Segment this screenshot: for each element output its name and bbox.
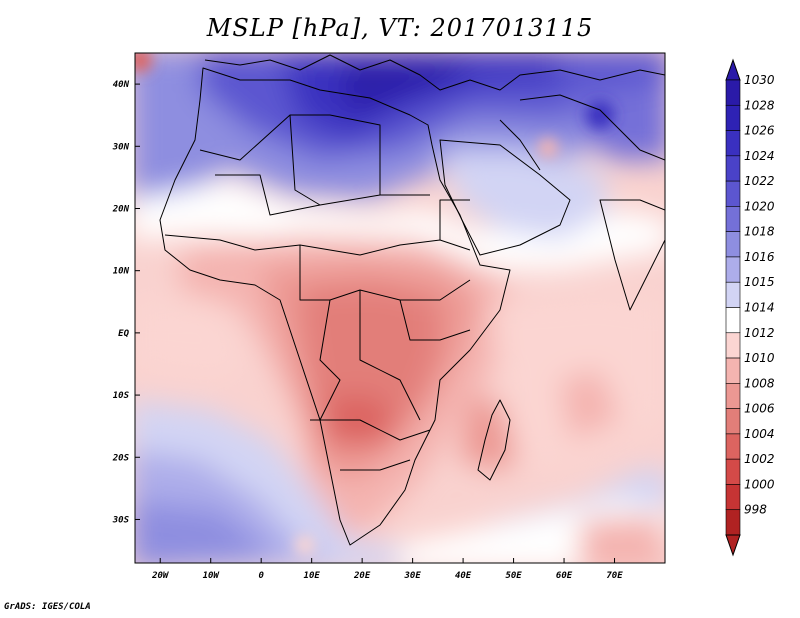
colorbar-swatch <box>725 509 741 536</box>
colorbar-label: 1015 <box>744 275 775 289</box>
colorbar-label: 998 <box>744 503 767 517</box>
colorbar-label: 1010 <box>744 351 775 365</box>
colorbar-swatch <box>725 180 741 207</box>
colorbar-swatch <box>725 104 741 131</box>
lat-tick-label: 40N <box>113 80 130 90</box>
colorbar-label: 1018 <box>744 225 775 239</box>
colorbar-swatch <box>725 256 741 283</box>
lon-tick-label: 30E <box>403 571 421 581</box>
lat-tick-label: EQ <box>118 329 129 339</box>
colorbar-label: 1016 <box>744 250 775 264</box>
colorbar-label: 1026 <box>744 124 775 138</box>
credit-text: GrADS: IGES/COLA <box>4 602 91 612</box>
colorbar-swatch <box>725 79 741 106</box>
colorbar-label: 1024 <box>744 149 775 163</box>
plot-frame <box>134 52 666 564</box>
colorbar-swatch <box>725 281 741 308</box>
colorbar-label: 1000 <box>744 477 775 491</box>
colorbar-swatch <box>725 433 741 460</box>
colorbar-swatch <box>725 383 741 409</box>
colorbar: 1030 1028 1026 1024 1022 1020 1018 1016 1015 1014… <box>725 58 775 557</box>
colorbar-label: 1006 <box>744 402 775 416</box>
colorbar-swatch <box>725 206 741 232</box>
lon-tick-label: 70E <box>606 571 623 581</box>
colorbar-label: 1028 <box>744 98 775 112</box>
colorbar-label: 1004 <box>744 427 775 441</box>
colorbar-label: 1020 <box>744 199 775 213</box>
lon-tick-label: 0 <box>258 571 264 581</box>
lon-tick-label: 50E <box>505 571 522 581</box>
colorbar-label: 1014 <box>744 301 775 315</box>
colorbar-top-arrow <box>725 58 741 81</box>
map-title: MSLP [hPa], VT: 2017013115 <box>206 14 594 42</box>
lat-tick-label: 20S <box>112 453 130 463</box>
lon-tick-label: 60E <box>556 571 573 581</box>
colorbar-swatch <box>725 155 741 182</box>
longitude-axis: 20W 10W 0 10E 20E 30E 40E 50E 60E 70E <box>151 558 623 581</box>
colorbar-label: 1030 <box>744 73 775 87</box>
lat-tick-label: 10N <box>113 267 130 277</box>
lon-tick-label: 20E <box>353 571 371 581</box>
colorbar-swatch <box>725 332 741 359</box>
colorbar-swatch <box>725 357 741 384</box>
colorbar-swatch <box>725 307 741 334</box>
colorbar-swatch <box>725 458 741 485</box>
lat-tick-label: 10S <box>113 391 130 401</box>
colorbar-swatch <box>725 408 741 435</box>
lon-tick-label: 10E <box>304 571 321 581</box>
lat-tick-label: 30S <box>112 515 130 525</box>
lat-tick-label: 30N <box>112 142 130 152</box>
colorbar-swatch <box>725 484 741 511</box>
colorbar-label: 1002 <box>744 452 775 466</box>
colorbar-label: 1008 <box>744 376 775 390</box>
lon-tick-label: 40E <box>455 571 472 581</box>
colorbar-bottom-arrow <box>725 534 741 557</box>
colorbar-swatch <box>725 130 741 157</box>
colorbar-label: 1012 <box>744 326 775 340</box>
lon-tick-label: 10W <box>203 571 221 581</box>
coastlines-borders <box>159 54 665 546</box>
colorbar-label: 1022 <box>744 174 775 188</box>
lat-tick-label: 20N <box>112 204 130 214</box>
latitude-axis: 40N 30N 20N 10N EQ 10S 20S 30S <box>112 80 140 525</box>
colorbar-swatch <box>725 231 741 258</box>
pressure-field <box>135 53 665 563</box>
lon-tick-label: 20W <box>151 571 170 581</box>
